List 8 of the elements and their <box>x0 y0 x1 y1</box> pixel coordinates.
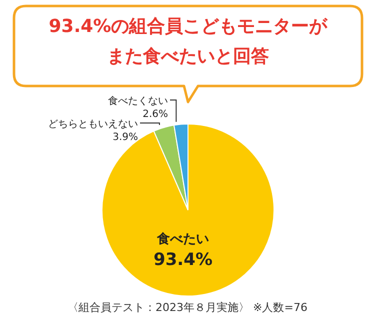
slice-label: どちらともいえない <box>48 119 138 130</box>
data-label: 93.4% <box>154 250 212 270</box>
text: 〈組合員テスト：2023年８月実施〉 ※人数=76 <box>66 300 308 315</box>
slice-label: 食べたくない <box>108 95 168 107</box>
data-label: 2.6% <box>142 109 168 120</box>
slice-label: 食べたい <box>156 232 209 247</box>
data-label: 3.9% <box>112 132 138 143</box>
chart-title: 93.4%の組合員こどもモニターがまた食べたいと回答 <box>48 15 329 69</box>
